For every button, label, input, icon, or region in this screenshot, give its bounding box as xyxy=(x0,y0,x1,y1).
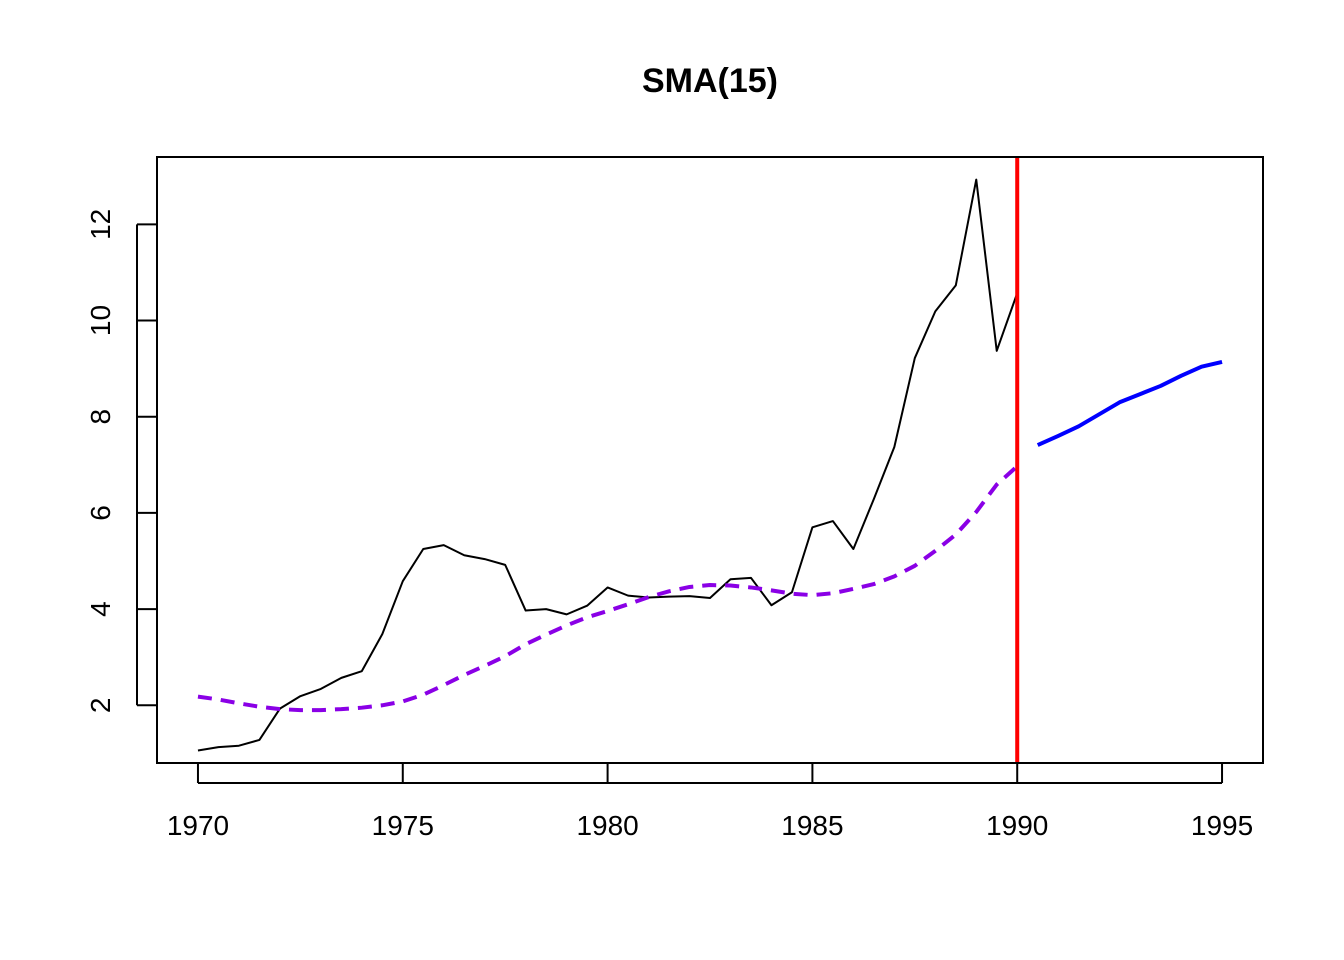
series-layer xyxy=(197,178,1223,752)
x-tick-label: 1980 xyxy=(576,810,638,841)
y-tick-label: 8 xyxy=(85,409,116,425)
x-tick-label: 1990 xyxy=(986,810,1048,841)
x-tick-label: 1995 xyxy=(1191,810,1253,841)
x-tick-label: 1970 xyxy=(167,810,229,841)
y-tick-label: 10 xyxy=(85,305,116,336)
chart-title: SMA(15) xyxy=(642,62,778,100)
x-tick-label: 1985 xyxy=(781,810,843,841)
x-tick-label: 1975 xyxy=(372,810,434,841)
y-tick-label: 12 xyxy=(85,209,116,240)
y-tick-label: 2 xyxy=(85,697,116,713)
y-tick-label: 4 xyxy=(85,601,116,617)
y-tick-label: 6 xyxy=(85,505,116,521)
forecast-series-line xyxy=(1036,359,1223,447)
observed-series-line xyxy=(197,178,1019,752)
axis-layer: 1970 1975 1980 1985 1990 1995 2 4 6 8 10 12 xyxy=(85,209,1253,841)
plot-frame xyxy=(156,156,1264,764)
